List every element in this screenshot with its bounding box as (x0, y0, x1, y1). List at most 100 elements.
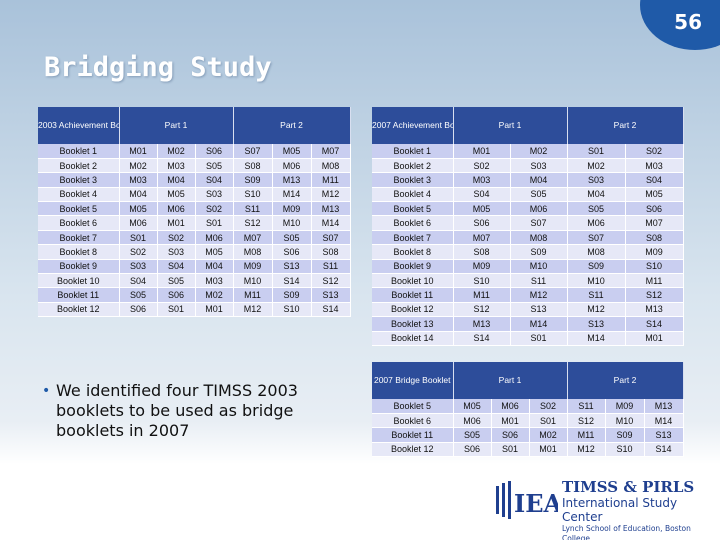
booklet-cell: Booklet 12 (372, 442, 454, 458)
block-cell: M01 (491, 413, 530, 429)
block-cell: M10 (605, 413, 645, 429)
block-cell: M07 (233, 230, 273, 246)
block-cell: M02 (529, 427, 568, 443)
block-cell: S05 (272, 230, 312, 246)
booklet-cell: Booklet 11 (372, 427, 454, 443)
bullet-text: We identified four TIMSS 2003 booklets t… (56, 381, 298, 440)
block-cell: S04 (195, 172, 234, 188)
block-cell: S11 (510, 273, 568, 289)
block-cell: M09 (272, 201, 312, 217)
block-cell: M10 (233, 273, 273, 289)
logo-line1: TIMSS & PIRLS (562, 478, 695, 496)
block-cell: S13 (272, 259, 312, 275)
table-row: Booklet 7 S01 S02 M06 M07 S05 S07 (38, 230, 351, 246)
block-cell: S06 (453, 215, 511, 231)
block-cell: M12 (311, 187, 351, 203)
block-cell: M01 (119, 144, 158, 159)
booklet-cell: Booklet 1 (38, 144, 120, 159)
block-cell: M02 (567, 158, 626, 174)
header-part-1: Part 1 (453, 362, 568, 399)
table-row: Booklet 4 M04 M05 S03 S10 M14 M12 (38, 187, 351, 203)
table-row: Booklet 5 M05 M06 S02 S11 M09 M13 (372, 399, 684, 414)
block-cell: S10 (272, 302, 312, 318)
header-booklet: 2007 Bridge Booklet (372, 362, 454, 399)
table-row: Booklet 3 M03 M04 S04 S09 M13 M11 (38, 172, 351, 188)
booklet-cell: Booklet 4 (38, 187, 120, 203)
table-row: Booklet 6 M06 M01 S01 S12 M10 M14 (372, 413, 684, 429)
block-cell: S01 (529, 413, 568, 429)
block-cell: M08 (510, 230, 568, 246)
block-cell: S06 (272, 244, 312, 260)
booklet-cell: Booklet 13 (372, 316, 454, 332)
block-cell: M13 (272, 172, 312, 188)
block-cell: S04 (625, 172, 684, 188)
block-cell: M11 (567, 427, 606, 443)
header-part-2: Part 2 (233, 107, 351, 144)
block-cell: M06 (157, 201, 196, 217)
table-body: Booklet 1 M01 M02 S06 S07 M05 M07 Booklet 2 M02 M… (38, 144, 351, 318)
block-cell: M09 (605, 399, 645, 414)
booklet-cell: Booklet 11 (372, 287, 454, 303)
block-cell: S03 (195, 187, 234, 203)
booklet-cell: Booklet 5 (372, 201, 454, 217)
block-cell: S04 (157, 259, 196, 275)
table-row: Booklet 3 M03 M04 S03 S04 (372, 172, 684, 188)
block-cell: S02 (625, 144, 684, 159)
table-body: Booklet 5 M05 M06 S02 S11 M09 M13 Booklet 6 M06 M… (372, 399, 684, 458)
bullet-icon: • (42, 383, 51, 399)
block-cell: S08 (625, 230, 684, 246)
iea-logo-icon: IEA (496, 481, 558, 519)
booklet-cell: Booklet 7 (372, 230, 454, 246)
header-booklet: 2003 Achievement Booklet (38, 107, 120, 144)
block-cell: M13 (644, 399, 684, 414)
block-cell: S06 (491, 427, 530, 443)
table-row: Booklet 2 M02 M03 S05 S08 M06 M08 (38, 158, 351, 174)
block-cell: S05 (567, 201, 626, 217)
booklet-cell: Booklet 4 (372, 187, 454, 203)
block-cell: S12 (625, 287, 684, 303)
block-cell: S08 (233, 158, 273, 174)
table-row: Booklet 11 S05 S06 M02 M11 S09 S13 (372, 427, 684, 443)
block-cell: S12 (311, 273, 351, 289)
block-cell: M11 (311, 172, 351, 188)
slide-title: Bridging Study (44, 52, 272, 83)
block-cell: S05 (119, 287, 158, 303)
block-cell: S10 (605, 442, 645, 458)
booklet-cell: Booklet 12 (372, 302, 454, 318)
block-cell: M12 (510, 287, 568, 303)
block-cell: M12 (233, 302, 273, 318)
block-cell: M04 (157, 172, 196, 188)
logo-line3: Lynch School of Education, Boston Colleg… (562, 524, 691, 540)
block-cell: S10 (625, 259, 684, 275)
table-2003-achievement: 2003 Achievement Booklet Part 1 Part 2 B… (38, 107, 351, 318)
block-cell: S03 (567, 172, 626, 188)
block-cell: S03 (510, 158, 568, 174)
block-cell: S09 (605, 427, 645, 443)
block-cell: M11 (233, 287, 273, 303)
block-cell: M10 (510, 259, 568, 275)
block-cell: M14 (644, 413, 684, 429)
block-cell: M05 (195, 244, 234, 260)
booklet-cell: Booklet 12 (38, 302, 120, 318)
booklet-cell: Booklet 5 (372, 399, 454, 414)
block-cell: S02 (195, 201, 234, 217)
block-cell: M08 (567, 244, 626, 260)
block-cell: S01 (510, 331, 568, 346)
table-row: Booklet 12 S12 S13 M12 M13 (372, 302, 684, 318)
block-cell: M12 (567, 442, 606, 458)
block-cell: S09 (510, 244, 568, 260)
block-cell: S13 (644, 427, 684, 443)
block-cell: M04 (567, 187, 626, 203)
block-cell: M05 (453, 201, 511, 217)
block-cell: S03 (157, 244, 196, 260)
block-cell: M13 (311, 201, 351, 217)
block-cell: M04 (119, 187, 158, 203)
block-cell: M07 (311, 144, 351, 159)
block-cell: S10 (453, 273, 511, 289)
block-cell: S02 (529, 399, 568, 414)
table-row: Booklet 11 S05 S06 M02 M11 S09 S13 (38, 287, 351, 303)
block-cell: S12 (453, 302, 511, 318)
block-cell: M05 (453, 399, 492, 414)
block-cell: M03 (195, 273, 234, 289)
block-cell: S14 (644, 442, 684, 458)
